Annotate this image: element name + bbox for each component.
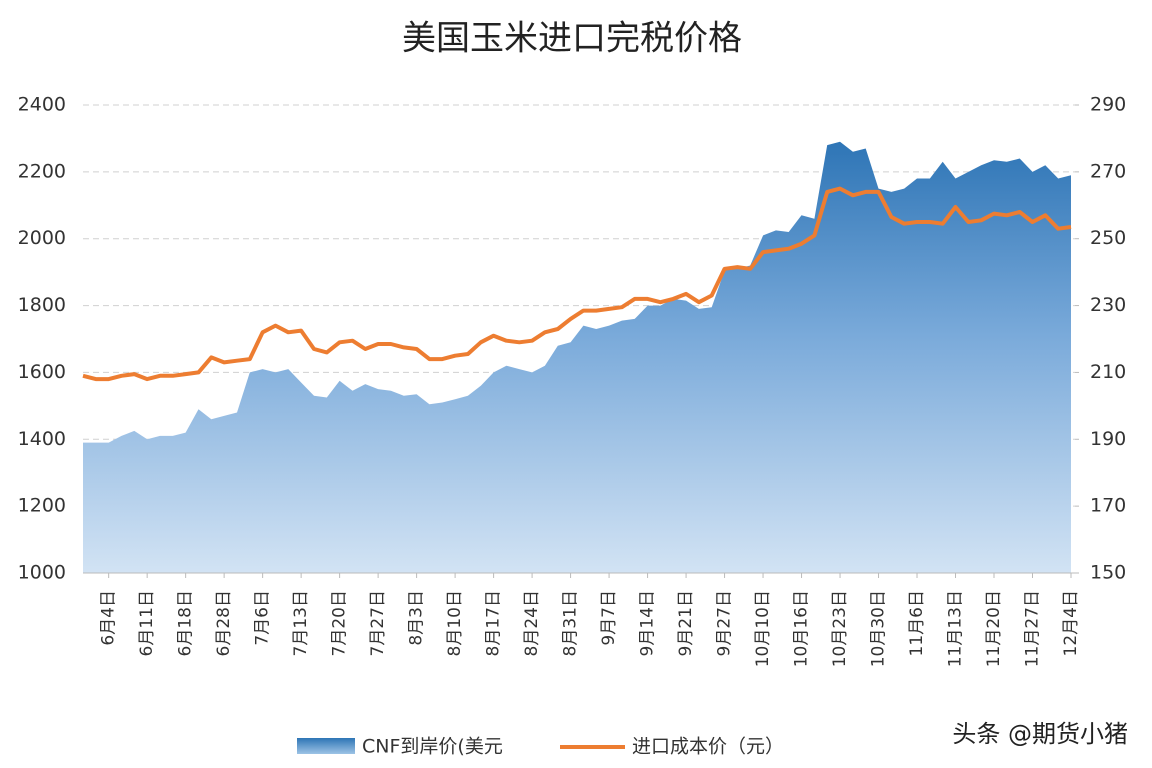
x-tick-label: 7月6日 xyxy=(253,590,273,646)
y-tick-label: 2000 xyxy=(18,227,66,249)
area-series xyxy=(83,141,1071,574)
x-tick-label: 9月21日 xyxy=(676,590,696,656)
y-tick-label: 2400 xyxy=(18,94,66,116)
x-tick-label: 8月17日 xyxy=(484,590,504,656)
y2-tick-label: 270 xyxy=(1090,160,1126,182)
legend-label: CNF到岸价(美元 xyxy=(362,736,503,758)
y-tick-label: 1400 xyxy=(18,428,66,450)
y-tick-label: 1200 xyxy=(18,495,66,517)
x-tick-label: 6月18日 xyxy=(176,590,196,656)
x-tick-label: 12月4日 xyxy=(1061,590,1081,656)
line-series xyxy=(82,186,1072,382)
y-tick-label: 1600 xyxy=(18,361,66,383)
x-tick-label: 10月10日 xyxy=(753,590,773,667)
x-tick-label: 11月13日 xyxy=(946,590,966,667)
x-tick-label: 7月27日 xyxy=(368,590,388,656)
x-tick-label: 8月10日 xyxy=(445,590,465,656)
y2-tick-label: 190 xyxy=(1090,428,1126,450)
x-tick-label: 6月4日 xyxy=(99,590,119,646)
x-tick-label: 9月27日 xyxy=(715,590,735,656)
x-tick-label: 9月14日 xyxy=(638,590,658,656)
x-tick-label: 8月31日 xyxy=(561,590,581,656)
x-tick-label: 7月20日 xyxy=(330,590,350,656)
legend-label: 进口成本价（元） xyxy=(632,736,784,758)
y2-tick-label: 170 xyxy=(1090,495,1126,517)
y2-tick-label: 150 xyxy=(1090,562,1126,584)
y2-tick-label: 210 xyxy=(1090,361,1126,383)
watermark: 头条 @期货小猪 xyxy=(952,720,1128,748)
x-tick-label: 11月27日 xyxy=(1023,590,1043,667)
y2-tick-label: 290 xyxy=(1090,94,1126,116)
x-tick-label: 11月20日 xyxy=(984,590,1004,667)
y-tick-label: 2200 xyxy=(18,160,66,182)
x-tick-label: 7月13日 xyxy=(291,590,311,656)
x-tick-label: 10月30日 xyxy=(869,590,889,667)
y2-tick-label: 230 xyxy=(1090,294,1126,316)
x-tick-label: 11月6日 xyxy=(907,590,927,656)
legend-swatch xyxy=(297,738,355,754)
x-tick-label: 6月28日 xyxy=(214,590,234,656)
y-tick-label: 1800 xyxy=(18,294,66,316)
x-tick-label: 8月3日 xyxy=(407,590,427,646)
y2-tick-label: 250 xyxy=(1090,227,1126,249)
x-tick-label: 10月16日 xyxy=(792,590,812,667)
chart-title: 美国玉米进口完税价格 xyxy=(402,19,742,59)
y-tick-label: 1000 xyxy=(18,562,66,584)
x-tick-label: 9月7日 xyxy=(599,590,619,646)
x-tick-label: 8月24日 xyxy=(522,590,542,656)
x-tick-label: 6月11日 xyxy=(137,590,157,656)
x-tick-label: 10月23日 xyxy=(830,590,850,667)
